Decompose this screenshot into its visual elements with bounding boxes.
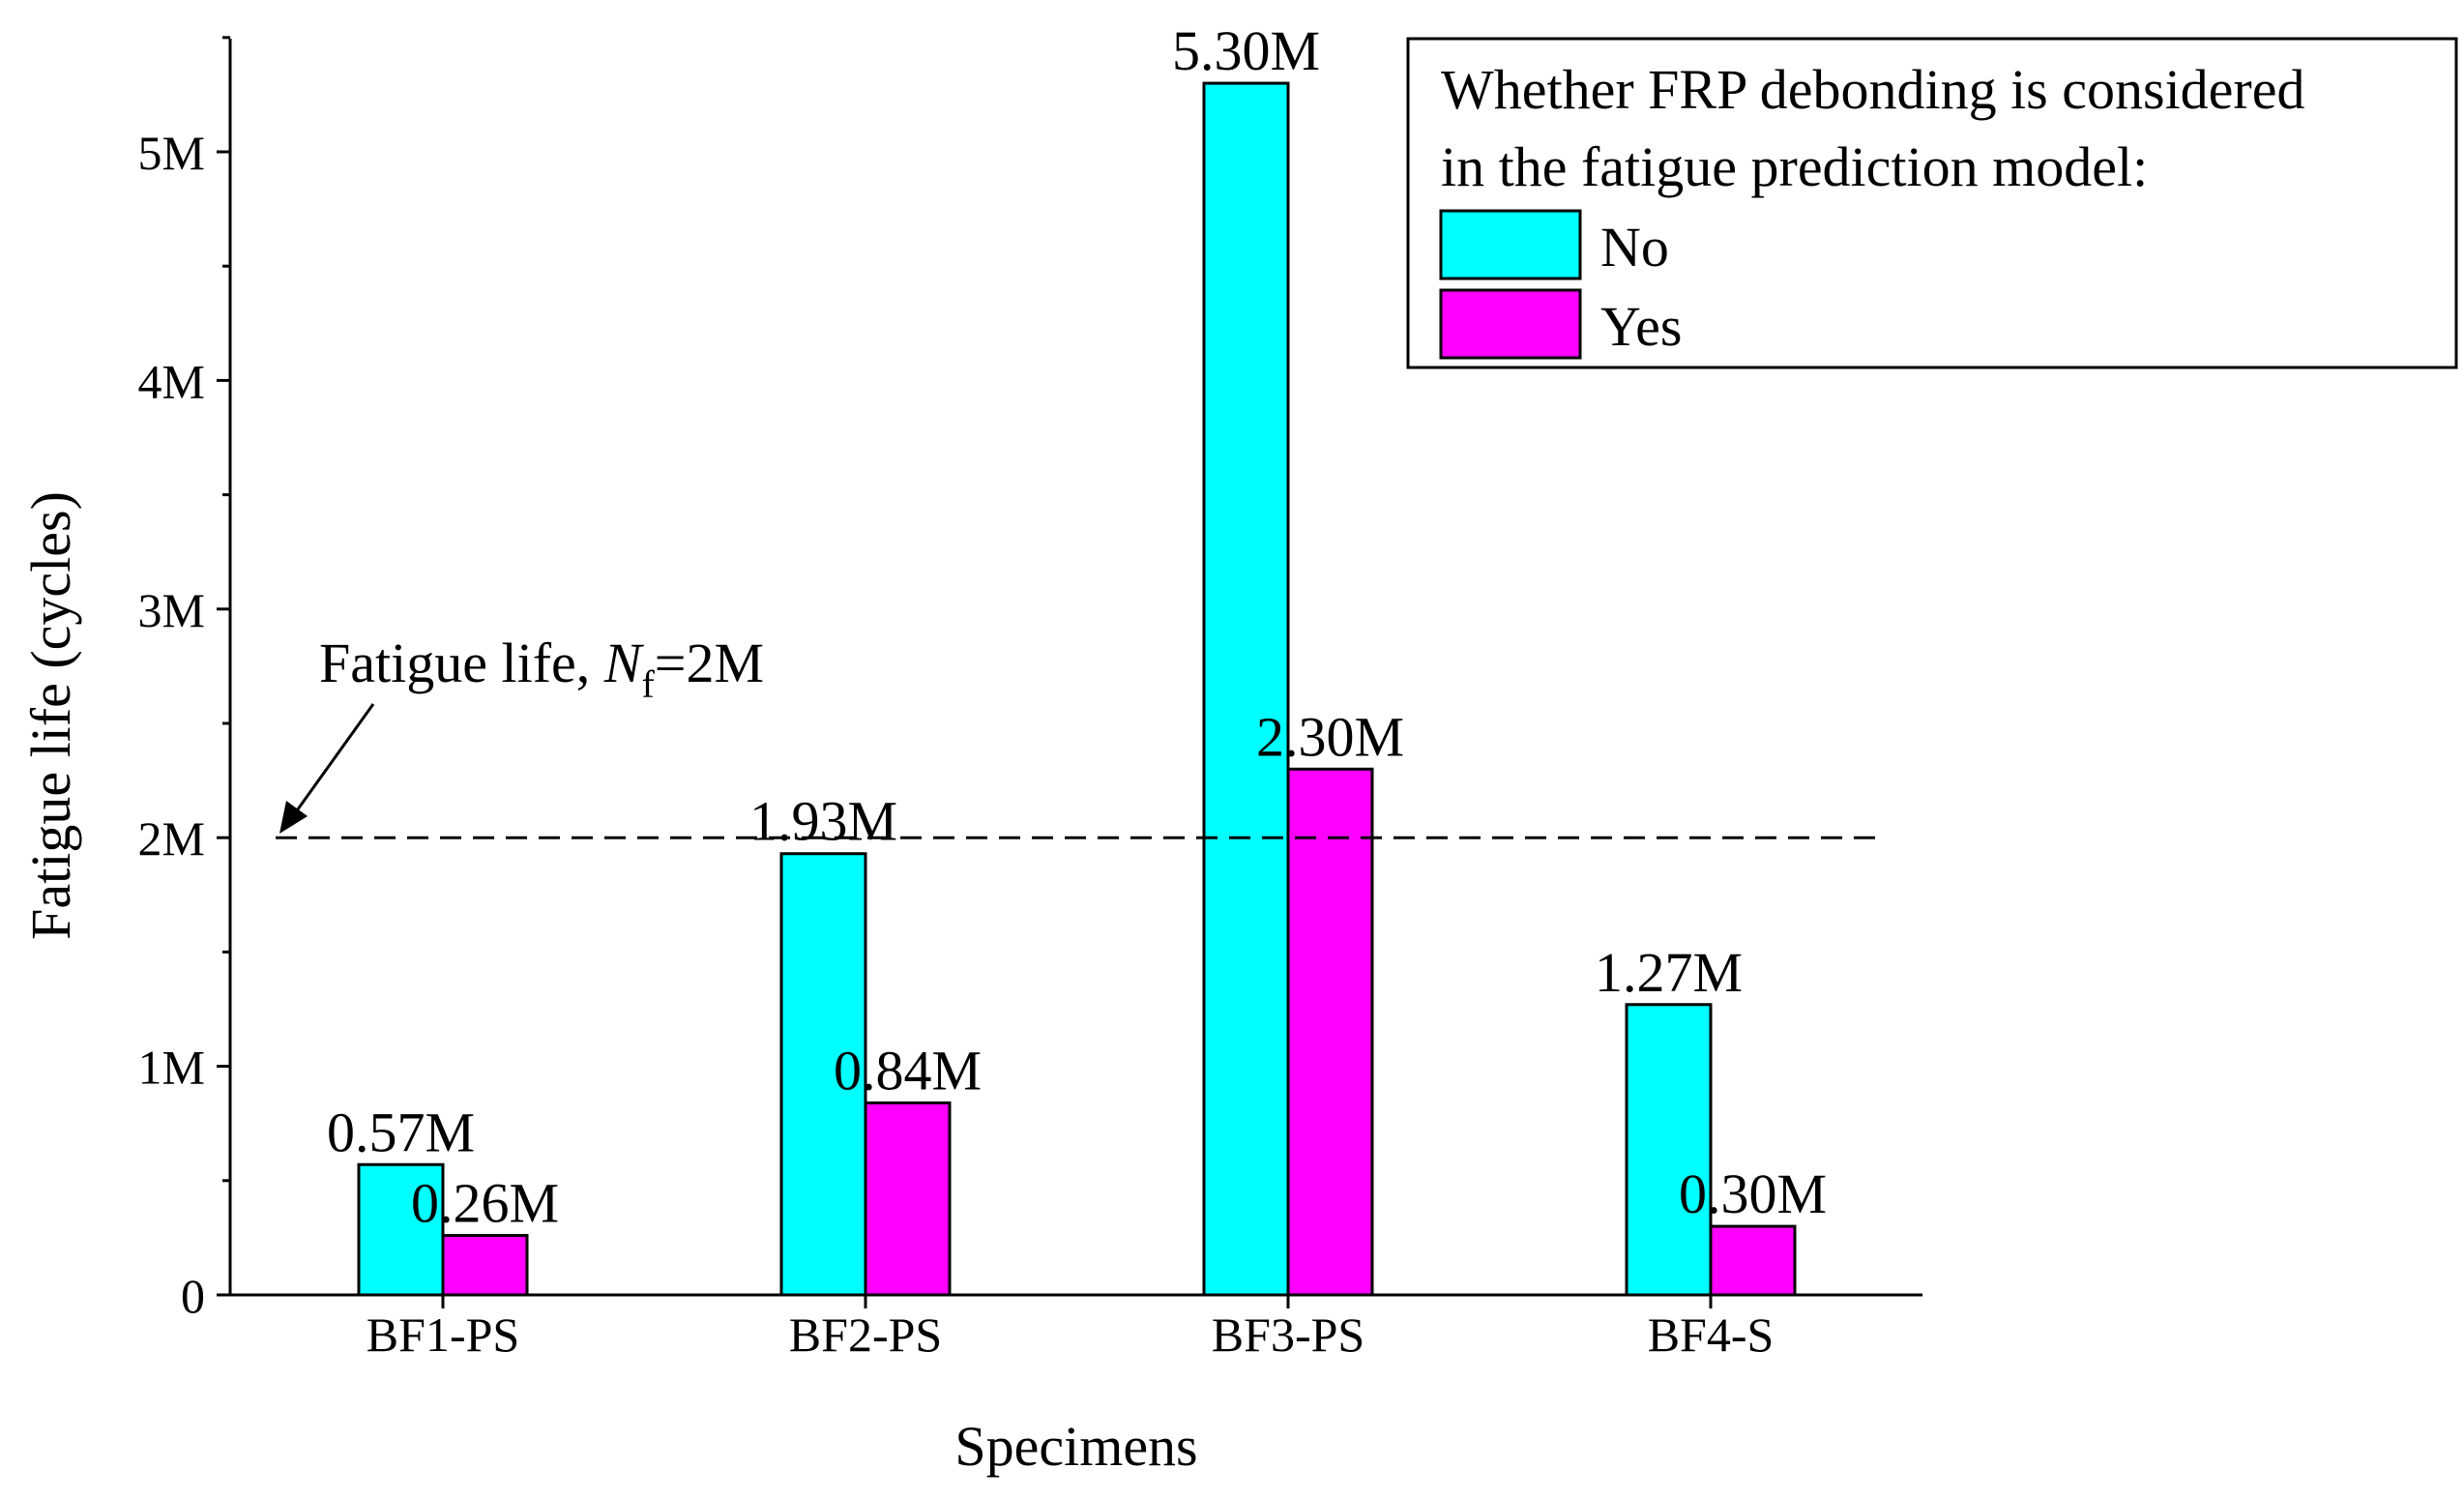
y-tick-label: 5M [138,126,205,180]
bar-no-bf1-ps [357,1162,445,1297]
y-ticks: 0 1M 2M 3M 4M 5M [138,36,230,1323]
y-tick-label: 1M [138,1041,205,1095]
legend-label-no: No [1600,216,1669,279]
y-tick-label: 2M [138,811,205,866]
data-label: 0.26M [411,1172,559,1235]
data-label: 1.93M [749,790,897,853]
x-tick-label: BF4-S [1648,1307,1775,1362]
data-label: 0.30M [1679,1162,1827,1225]
y-tick-label: 0 [181,1269,205,1323]
bar-yes-bf1-ps [441,1234,529,1297]
bar-yes-bf2-ps [864,1101,952,1297]
legend-swatch-no [1439,209,1582,280]
x-tick-label: BF1-PS [367,1307,519,1362]
reference-line-label: Fatigue life, Nf=2M [319,632,764,706]
legend-title-line1: Whether FRP debonding is considered [1441,58,2304,121]
y-tick-label: 4M [138,354,205,408]
bar-yes-bf4-s [1709,1224,1797,1297]
legend-title-line2: in the fatigue prediction model: [1441,135,2148,198]
y-tick-label: 3M [138,583,205,637]
bar-no-bf2-ps [779,852,867,1297]
bar-labels: 0.57M 0.26M 1.93M 0.84M 5.30M 2.30M 1.27M 0.30M [327,19,1827,1234]
x-tick-label: BF2-PS [789,1307,942,1362]
reference-line-arrow-head [279,801,308,834]
bar-yes-bf3-ps [1286,767,1374,1297]
legend: Whether FRP debonding is considered in t… [1406,37,2458,369]
x-tick-label: BF3-PS [1212,1307,1364,1362]
x-ticks: BF1-PS BF2-PS BF3-PS BF4-S [367,1295,1775,1362]
legend-frame [1406,37,2458,369]
data-label: 1.27M [1595,941,1743,1004]
data-label: 0.57M [327,1101,475,1163]
x-axis-title: Specimens [954,1415,1197,1478]
data-label: 2.30M [1256,705,1404,768]
legend-swatch-yes [1439,288,1582,360]
data-label: 5.30M [1172,19,1320,82]
bar-no-bf3-ps [1202,81,1290,1297]
legend-label-yes: Yes [1600,295,1682,358]
reference-line-arrow-shaft [288,703,375,821]
data-label: 0.84M [834,1039,982,1101]
bars [357,81,1797,1297]
bar-no-bf4-s [1625,1003,1713,1297]
y-axis-title: Fatigue life (cycles) [19,491,82,940]
